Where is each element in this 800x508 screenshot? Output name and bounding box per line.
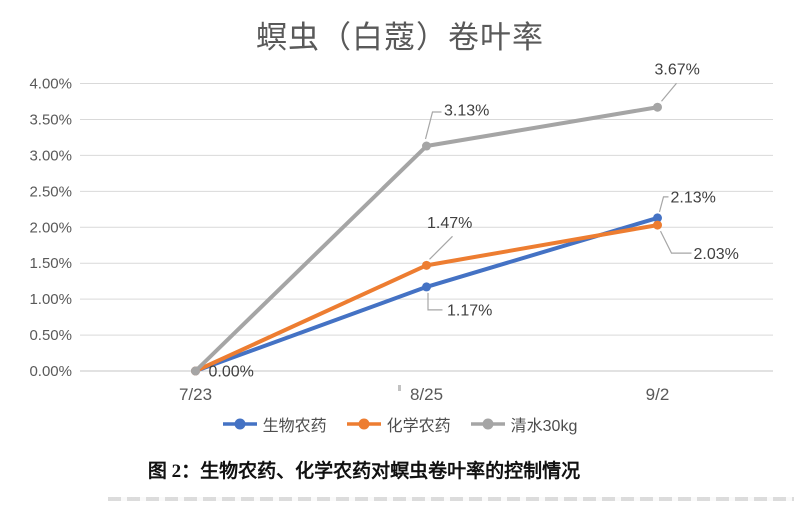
data-label: 0.00% [209, 364, 254, 381]
legend-item-化学农药: 化学农药 [346, 412, 451, 436]
line-chart: 0.00% 0.50% 1.00% 1.50% 2.00% 2.50% 3.00% 3.50%… [29, 62, 773, 404]
legend-item-生物农药: 生物农药 [222, 412, 327, 436]
data-label: 2.03% [694, 246, 739, 263]
x-tick-label: 8/25 [410, 385, 443, 404]
data-point-生物农药 [653, 213, 662, 223]
legend-label: 化学农药 [386, 418, 451, 435]
legend-label: 清水30kg [510, 418, 578, 435]
x-tick-label: 9/2 [646, 385, 670, 404]
y-tick-label: 3.50% [29, 111, 72, 128]
y-tick-label: 2.50% [29, 183, 72, 200]
chart-title: 螟虫（白蔻）卷叶率 [256, 20, 544, 55]
y-tick-label: 1.50% [29, 255, 72, 272]
data-label-callout [658, 196, 669, 213]
series-line-化学农药 [193, 223, 660, 373]
data-point-化学农药 [653, 220, 662, 230]
y-tick-label: 2.00% [29, 219, 72, 236]
x-tick-label: 7/23 [179, 385, 212, 404]
y-tick-label: 0.00% [29, 363, 72, 380]
data-label-callout [424, 111, 442, 140]
legend-marker-icon [346, 418, 381, 430]
data-label-callout [429, 235, 453, 260]
data-label: 2.13% [671, 189, 716, 206]
data-point-清水30kg [653, 102, 662, 112]
data-label: 1.17% [447, 302, 492, 319]
legend-marker-icon [222, 418, 257, 430]
data-point-化学农药 [422, 260, 431, 270]
data-label-callout [427, 292, 443, 311]
figure-caption: 图 2：生物农药、化学农药对螟虫卷叶率的控制情况 [147, 461, 581, 482]
cropped-next-line-artifact [108, 497, 794, 501]
data-label: 1.47% [427, 215, 472, 232]
legend-label: 生物农药 [262, 418, 327, 435]
data-point-清水30kg [422, 141, 431, 151]
y-tick-label: 4.00% [29, 76, 72, 93]
data-label-callout [661, 82, 677, 102]
scan-speck [398, 385, 401, 391]
chart-legend: 生物农药 化学农药 清水30kg [0, 412, 800, 436]
data-point-生物农药 [422, 282, 431, 292]
legend-marker-icon [470, 418, 505, 430]
data-point-清水30kg [191, 366, 200, 376]
data-label: 3.67% [655, 62, 700, 79]
data-label-callout [659, 230, 692, 254]
data-label: 3.13% [444, 103, 489, 120]
y-tick-label: 3.00% [29, 147, 72, 164]
y-tick-label: 0.50% [29, 327, 72, 344]
legend-item-清水30kg: 清水30kg [470, 412, 578, 436]
y-tick-label: 1.00% [29, 291, 72, 308]
series-line-生物农药 [193, 215, 660, 373]
